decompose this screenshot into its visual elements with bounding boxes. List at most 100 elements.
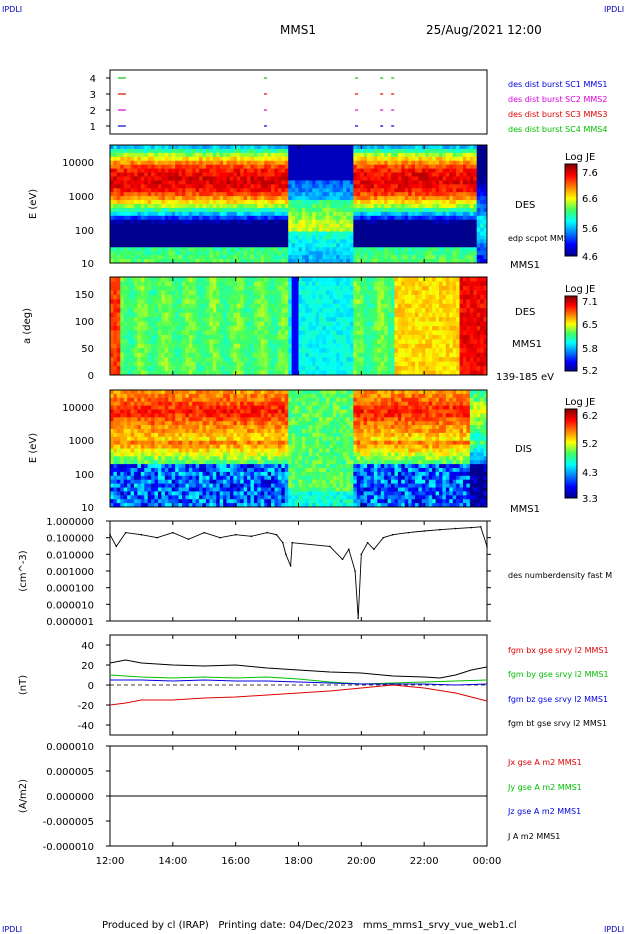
des-pitch-cell: [147, 312, 152, 318]
des-pitch-cell: [178, 352, 183, 358]
des-energy-cell: [178, 172, 183, 177]
des-pitch-cell: [339, 317, 344, 322]
des-pitch-cell: [336, 334, 341, 340]
des-pitch-cell: [298, 334, 303, 340]
des-energy-cell: [175, 145, 179, 150]
des-energy-cell: [456, 184, 460, 189]
des-pitch-cell: [274, 321, 279, 327]
des-energy-cell: [421, 176, 426, 181]
des-energy-cell: [110, 176, 114, 181]
des-pitch-cell: [195, 321, 200, 327]
des-pitch-cell: [185, 303, 190, 309]
des-pitch-cell: [295, 290, 299, 296]
des-pitch-cell: [264, 321, 269, 327]
des-energy-cell: [325, 215, 330, 221]
des-pitch-cell: [161, 308, 166, 314]
des-pitch-cell: [116, 366, 121, 371]
des-pitch-cell: [322, 285, 327, 291]
des-energy-cell: [192, 231, 197, 236]
des-pitch-cell: [199, 361, 203, 367]
des-energy-cell: [322, 184, 327, 189]
des-pitch-cell: [305, 321, 310, 327]
des-energy-cell: [435, 180, 440, 185]
des-energy-cell: [175, 164, 179, 169]
des-energy-cell: [343, 152, 347, 158]
des-energy-cell: [319, 164, 323, 169]
des-energy-cell: [291, 223, 296, 228]
des-energy-cell: [295, 223, 299, 228]
des-energy-cell: [154, 145, 159, 150]
des-energy-cell: [168, 148, 173, 154]
des-energy-cell: [319, 145, 323, 150]
des-energy-cell: [288, 215, 293, 221]
des-energy-cell: [168, 145, 173, 150]
des-pitch-cell: [168, 361, 173, 367]
des-energy-cell: [425, 207, 430, 213]
des-energy-cell: [373, 180, 378, 185]
des-pitch-cell: [253, 312, 258, 318]
des-energy-cell: [356, 223, 361, 228]
des-energy-cell: [253, 207, 258, 213]
des-pitch-cell: [154, 334, 159, 340]
des-pitch-cell: [147, 370, 152, 376]
des-pitch-cell: [301, 285, 306, 291]
des-pitch-cell: [308, 317, 313, 322]
des-energy-cell: [192, 148, 197, 154]
des-energy-cell: [353, 247, 358, 252]
des-energy-cell: [308, 176, 313, 181]
des-energy-cell: [432, 239, 436, 244]
des-energy-cell: [236, 239, 241, 244]
des-pitch-cell: [127, 285, 131, 291]
des-pitch-cell: [264, 370, 269, 376]
des-energy-cell: [226, 211, 231, 217]
des-energy-cell: [123, 227, 128, 232]
des-energy-cell: [473, 235, 478, 240]
des-energy-cell: [226, 239, 231, 244]
des-energy-cell: [243, 148, 248, 154]
des-pitch-cell: [110, 290, 114, 296]
des-pitch-cell: [325, 361, 330, 367]
des-pitch-cell: [274, 348, 279, 354]
des-energy-cell: [370, 188, 375, 193]
des-energy-cell: [291, 192, 296, 197]
des-pitch-cell: [157, 308, 162, 314]
des-pitch-cell: [305, 343, 310, 349]
des-energy-cell: [140, 172, 145, 177]
des-pitch-cell: [267, 312, 272, 318]
des-energy-cell: [267, 207, 272, 213]
des-energy-cell: [137, 215, 142, 221]
des-energy-cell: [418, 188, 423, 193]
des-pitch-cell: [336, 281, 341, 287]
des-pitch-cell: [185, 339, 190, 345]
des-pitch-cell: [192, 339, 197, 345]
des-energy-cell: [212, 176, 217, 181]
des-energy-cell: [209, 152, 214, 158]
des-pitch-cell: [264, 303, 269, 309]
des-energy-cell: [349, 227, 354, 232]
des-energy-cell: [463, 145, 467, 150]
des-energy-cell: [164, 259, 169, 264]
des-pitch-cell: [144, 285, 149, 291]
des-pitch-cell: [267, 299, 272, 305]
des-energy-cell: [295, 200, 299, 205]
des-energy-cell: [274, 148, 279, 154]
des-pitch-cell: [281, 299, 286, 305]
des-pitch-cell: [305, 317, 310, 322]
des-pitch-cell: [319, 312, 323, 318]
des-pitch-cell: [113, 361, 118, 367]
des-pitch-cell: [212, 334, 217, 340]
des-energy-cell: [466, 243, 471, 248]
des-energy-cell: [236, 188, 241, 193]
des-pitch-cell: [216, 334, 221, 340]
des-pitch-cell: [164, 334, 169, 340]
des-energy-cell: [271, 152, 275, 158]
des-energy-cell: [463, 156, 467, 162]
des-energy-cell: [315, 184, 320, 189]
des-energy-cell: [202, 160, 207, 166]
des-energy-cell: [161, 223, 166, 228]
des-energy-cell: [253, 255, 258, 260]
des-pitch-cell: [322, 357, 327, 363]
des-energy-cell: [250, 148, 255, 154]
des-energy-cell: [476, 168, 481, 173]
des-energy-cell: [370, 168, 375, 173]
